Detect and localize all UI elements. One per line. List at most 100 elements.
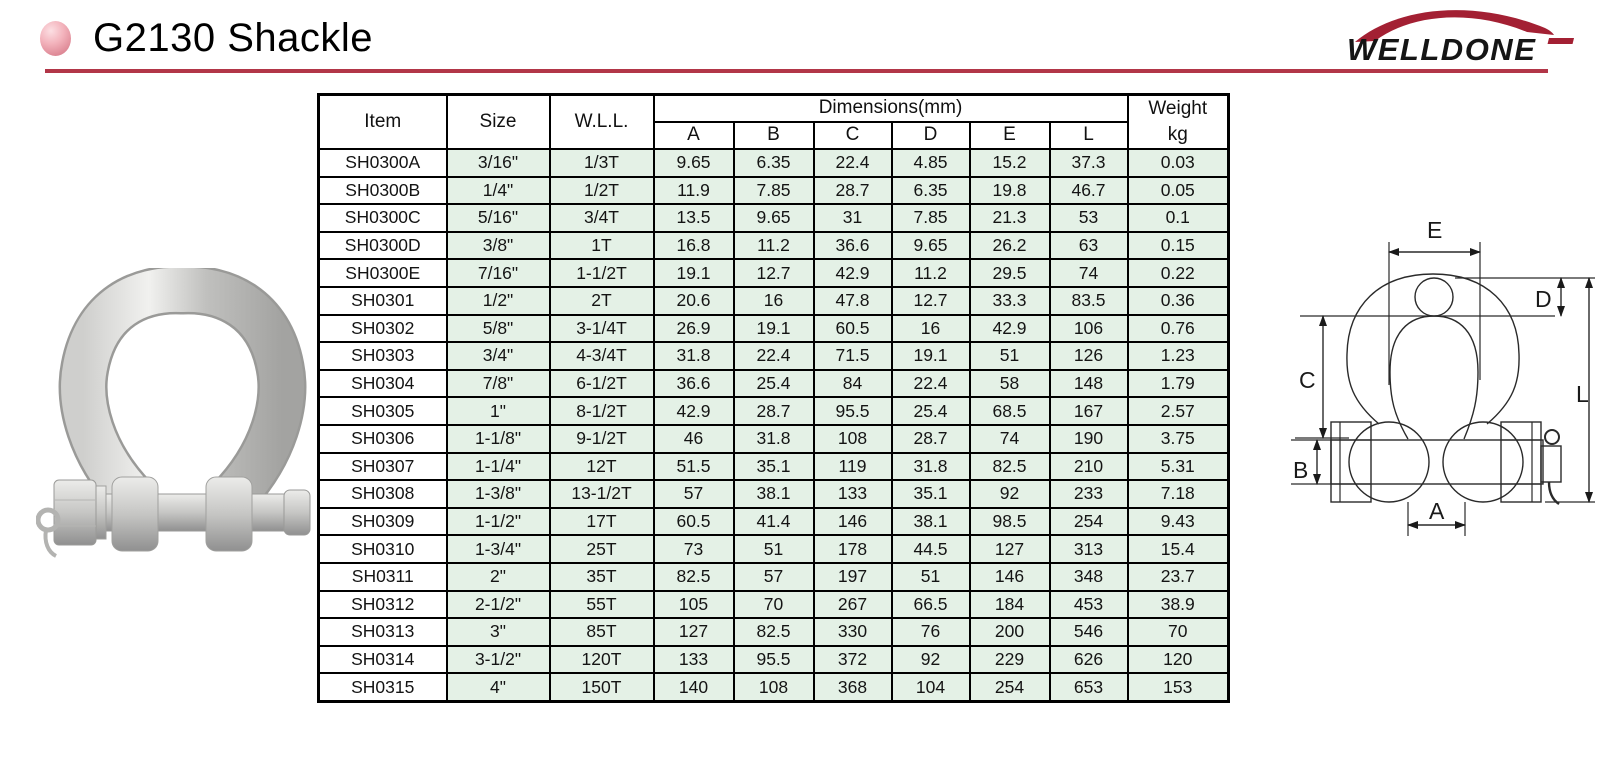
cell-dim-b: 35.1 [732, 451, 815, 482]
cell-dim-e: 127 [968, 534, 1051, 564]
cell-dim-e: 98.5 [968, 506, 1051, 537]
cell-dim-e: 51 [968, 341, 1051, 371]
cell-weight: 0.22 [1126, 258, 1230, 288]
cell-dim-e: 82.5 [968, 451, 1051, 482]
dimension-diagram-graphic: E D C B A L [1291, 217, 1595, 536]
cell-weight: 5.31 [1126, 451, 1230, 482]
table-row: SH0315 4" 150T 140 108 368 104 254 653 1… [317, 672, 1230, 703]
cell-dim-l: 167 [1048, 396, 1129, 426]
cell-dim-c: 28.7 [812, 175, 893, 206]
cell-size: 3-1/2" [445, 644, 551, 675]
cell-dim-c: 330 [812, 617, 893, 647]
cell-weight: 0.1 [1126, 203, 1230, 233]
cell-dim-d: 35.1 [890, 479, 971, 509]
table-row: SH0310 1-3/4" 25T 73 51 178 44.5 127 313… [317, 534, 1230, 564]
col-header-dim-l: L [1048, 120, 1129, 151]
cell-item: SH0300A [317, 148, 448, 178]
cell-dim-d: 16 [890, 313, 971, 344]
cell-size: 3" [445, 617, 551, 647]
cell-dim-d: 76 [890, 617, 971, 647]
cell-wll: 1-1/2T [548, 258, 655, 288]
cell-dim-e: 29.5 [968, 258, 1051, 288]
table-row: SH0311 2" 35T 82.5 57 197 51 146 348 23.… [317, 561, 1230, 592]
cell-dim-b: 9.65 [732, 203, 815, 233]
cell-item: SH0313 [317, 617, 448, 647]
col-header-wll: W.L.L. [548, 93, 655, 150]
cell-weight: 0.15 [1126, 230, 1230, 261]
cell-dim-l: 210 [1048, 451, 1129, 482]
cell-dim-d: 12.7 [890, 285, 971, 316]
cotter-pin-loop [35, 507, 61, 533]
cell-dim-d: 9.65 [890, 230, 971, 261]
cell-size: 3/4" [445, 341, 551, 371]
bolt-end [283, 489, 311, 536]
cell-dim-d: 31.8 [890, 451, 971, 482]
table-row: SH0300A 3/16" 1/3T 9.65 6.35 22.4 4.85 1… [317, 148, 1230, 178]
cell-dim-c: 22.4 [812, 148, 893, 178]
cell-dim-d: 19.1 [890, 341, 971, 371]
cell-dim-c: 197 [812, 561, 893, 592]
cell-weight: 7.18 [1126, 479, 1230, 509]
cell-weight: 9.43 [1126, 506, 1230, 537]
cell-weight: 38.9 [1126, 589, 1230, 620]
cell-dim-e: 146 [968, 561, 1051, 592]
cell-wll: 3-1/4T [548, 313, 655, 344]
col-header-dimensions: Dimensions(mm) [652, 93, 1129, 123]
cell-dim-l: 37.3 [1048, 148, 1129, 178]
cell-dim-b: 7.85 [732, 175, 815, 206]
cell-wll: 8-1/2T [548, 396, 655, 426]
cell-weight: 153 [1126, 672, 1230, 703]
cell-size: 3/8" [445, 230, 551, 261]
cell-dim-b: 38.1 [732, 479, 815, 509]
dim-label-e: E [1427, 217, 1442, 243]
cell-dim-e: 19.8 [968, 175, 1051, 206]
cell-wll: 150T [548, 672, 655, 703]
cell-dim-c: 372 [812, 644, 893, 675]
cell-dim-a: 60.5 [652, 506, 735, 537]
diagram-left-eye [1348, 421, 1430, 503]
cell-dim-c: 60.5 [812, 313, 893, 344]
cell-dim-e: 254 [968, 672, 1051, 703]
cell-dim-a: 19.1 [652, 258, 735, 288]
cell-dim-b: 57 [732, 561, 815, 592]
cell-item: SH0306 [317, 423, 448, 454]
table-body: SH0300A 3/16" 1/3T 9.65 6.35 22.4 4.85 1… [317, 148, 1230, 703]
cell-wll: 85T [548, 617, 655, 647]
cell-dim-c: 119 [812, 451, 893, 482]
cell-wll: 9-1/2T [548, 423, 655, 454]
cell-dim-l: 348 [1048, 561, 1129, 592]
cell-dim-b: 28.7 [732, 396, 815, 426]
cell-dim-b: 108 [732, 672, 815, 703]
cell-weight: 1.23 [1126, 341, 1230, 371]
cell-wll: 35T [548, 561, 655, 592]
logo-text: WELLDONE [1347, 32, 1536, 67]
table-row: SH0304 7/8" 6-1/2T 36.6 25.4 84 22.4 58 … [317, 368, 1230, 399]
bow-body [61, 267, 304, 522]
cell-dim-l: 254 [1048, 506, 1129, 537]
cell-dim-d: 25.4 [890, 396, 971, 426]
cell-wll: 13-1/2T [548, 479, 655, 509]
cell-weight: 0.76 [1126, 313, 1230, 344]
cell-weight: 0.03 [1126, 148, 1230, 178]
cell-dim-e: 68.5 [968, 396, 1051, 426]
cell-size: 7/8" [445, 368, 551, 399]
cell-dim-b: 51 [732, 534, 815, 564]
dim-label-b: B [1293, 457, 1308, 483]
cell-dim-d: 51 [890, 561, 971, 592]
cell-wll: 4-3/4T [548, 341, 655, 371]
cell-item: SH0311 [317, 561, 448, 592]
cell-dim-b: 41.4 [732, 506, 815, 537]
cell-weight: 70 [1126, 617, 1230, 647]
table-row: SH0300B 1/4" 1/2T 11.9 7.85 28.7 6.35 19… [317, 175, 1230, 206]
diagram-cotter-prong [1547, 481, 1560, 505]
right-ear [205, 476, 253, 552]
cell-size: 1" [445, 396, 551, 426]
cell-item: SH0308 [317, 479, 448, 509]
dimension-diagram: E D C B A L [1243, 210, 1608, 555]
cell-wll: 2T [548, 285, 655, 316]
cell-item: SH0300E [317, 258, 448, 288]
cell-dim-a: 57 [652, 479, 735, 509]
cell-dim-a: 16.8 [652, 230, 735, 261]
hex-nut [53, 479, 97, 546]
